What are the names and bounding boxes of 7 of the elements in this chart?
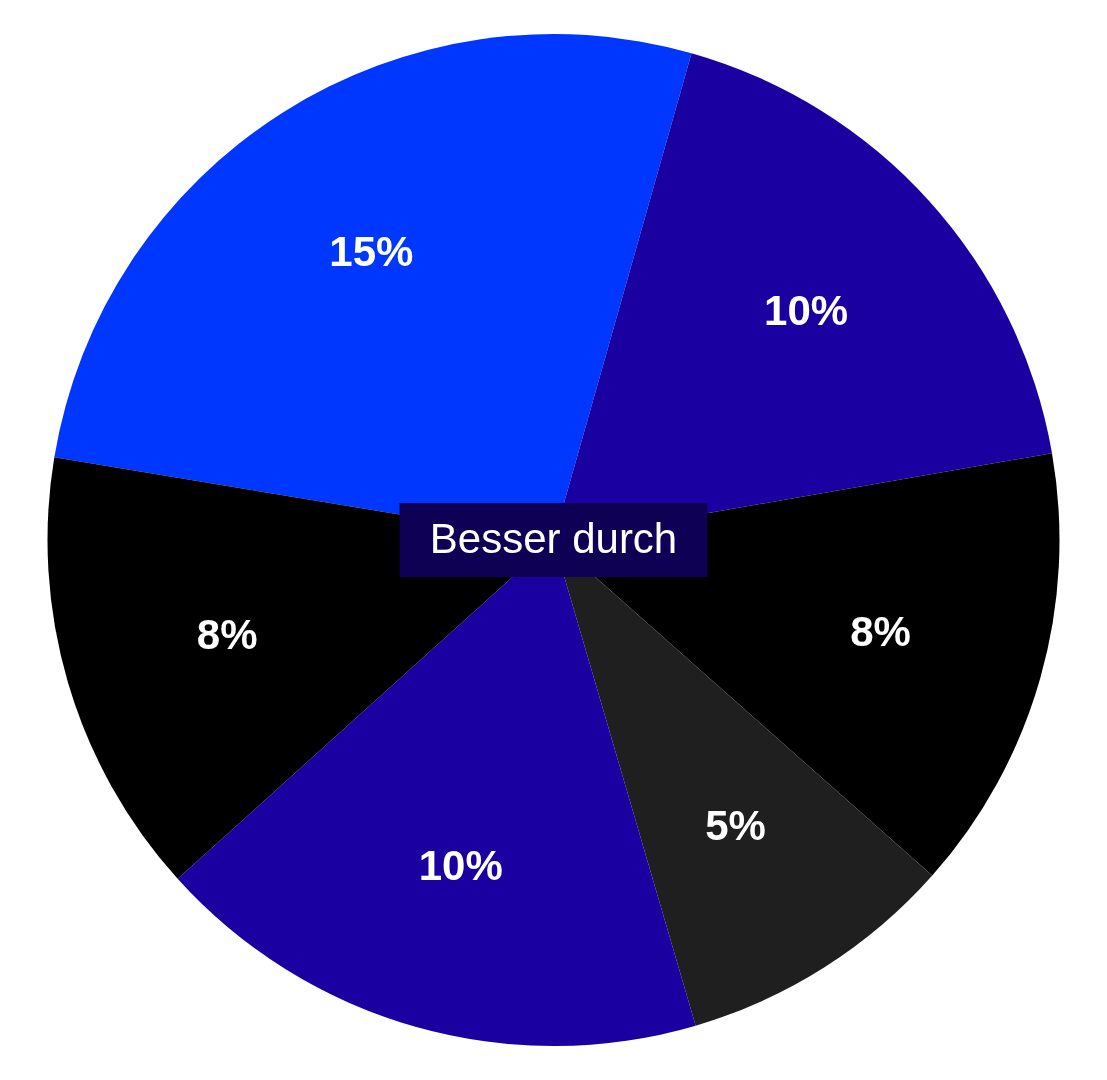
data-label: 10% (764, 287, 849, 335)
data-label: 8% (196, 610, 258, 658)
data-label: 10% (418, 842, 503, 890)
data-label: 15% (329, 227, 414, 275)
data-label: 5% (705, 802, 766, 850)
data-label: 8% (850, 607, 911, 655)
text: Besser durch (429, 515, 678, 562)
